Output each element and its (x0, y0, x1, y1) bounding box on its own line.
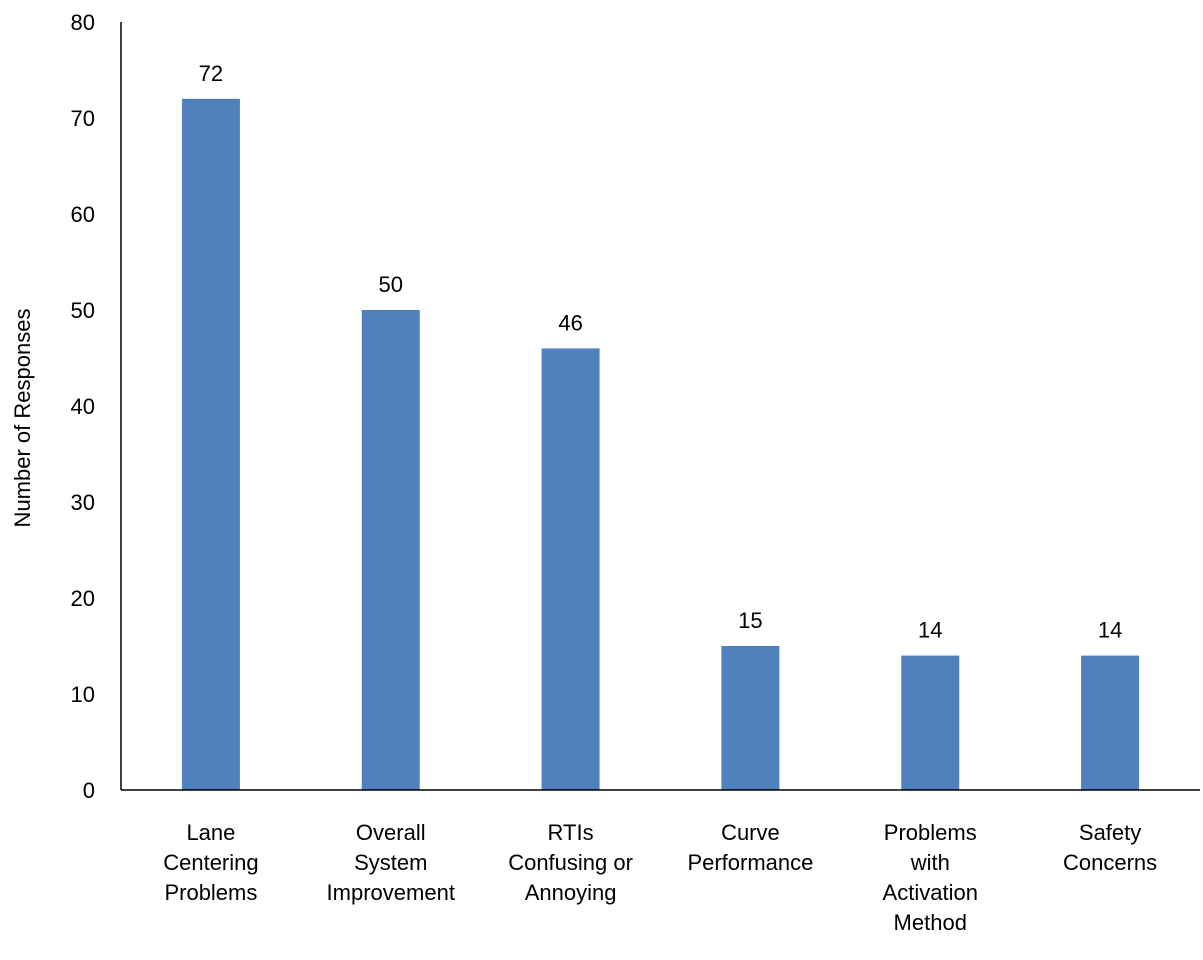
bar (541, 348, 600, 790)
y-tick-label: 20 (71, 586, 95, 611)
data-label: 72 (199, 61, 223, 86)
y-tick-label: 70 (71, 106, 95, 131)
data-labels: 72 50 46 15 14 14 (199, 61, 1123, 643)
x-category-label: Problems with Activation Method (883, 820, 978, 935)
y-tick-label: 80 (71, 10, 95, 35)
bar (901, 655, 960, 790)
bar (361, 310, 420, 790)
y-tick-label: 0 (83, 778, 95, 803)
y-axis-ticks: 0 10 20 30 40 50 60 70 80 (71, 10, 95, 803)
bar (181, 98, 240, 791)
y-tick-label: 30 (71, 490, 95, 515)
bars (181, 98, 1140, 791)
data-label: 14 (918, 618, 942, 643)
x-category-label: Curve Performance (687, 820, 813, 875)
y-tick-label: 10 (71, 682, 95, 707)
category-labels: Lane Centering Problems Overall System Improv… (163, 820, 1157, 935)
data-label: 14 (1098, 618, 1122, 643)
data-label: 15 (738, 608, 762, 633)
x-category-label: Overall System Improvement (327, 820, 455, 905)
x-category-label: Safety Concerns (1063, 820, 1157, 875)
x-category-label: Lane Centering Problems (163, 820, 258, 905)
x-category-label: RTIs Confusing or Annoying (508, 820, 633, 905)
y-tick-label: 60 (71, 202, 95, 227)
bar (1081, 655, 1140, 790)
y-tick-label: 50 (71, 298, 95, 323)
data-label: 46 (558, 310, 582, 335)
y-axis-title: Number of Responses (10, 309, 35, 528)
y-tick-label: 40 (71, 394, 95, 419)
bar (721, 646, 780, 790)
data-label: 50 (379, 272, 403, 297)
